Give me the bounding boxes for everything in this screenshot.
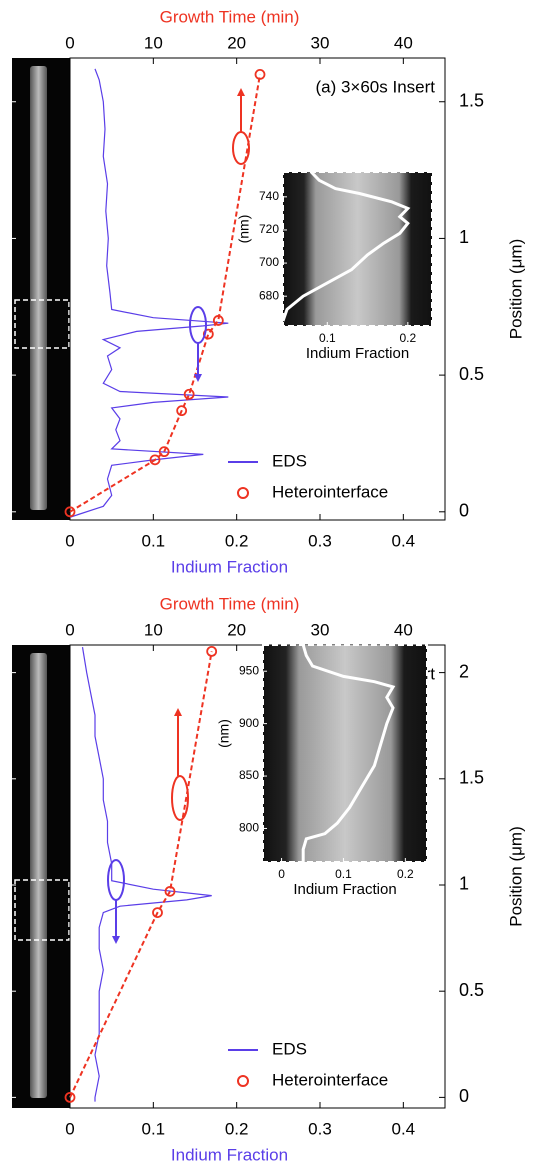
legend-marker bbox=[237, 487, 249, 499]
inset-profile bbox=[281, 170, 411, 322]
interface-point bbox=[183, 388, 195, 400]
y-tick-label: 700 bbox=[259, 255, 279, 269]
x-tick-label: 0.1 bbox=[142, 1119, 166, 1138]
x-axis-label: Indium Fraction bbox=[293, 881, 396, 898]
x2-tick-label: 30 bbox=[311, 620, 330, 639]
y-tick-label: 1 bbox=[459, 227, 469, 247]
x-tick-label: 0.2 bbox=[225, 531, 249, 550]
eds-line bbox=[81, 647, 212, 1102]
interface-point bbox=[176, 405, 188, 417]
x2-tick-label: 30 bbox=[311, 33, 330, 52]
y-axis-label: Position (μm) bbox=[506, 239, 525, 339]
x2-axis-label: Growth Time (min) bbox=[160, 7, 300, 26]
x2-axis-label: Growth Time (min) bbox=[160, 594, 300, 613]
interface-point bbox=[212, 315, 224, 326]
y-tick-label: 1.5 bbox=[459, 768, 484, 788]
y-tick-label: 0 bbox=[459, 1086, 469, 1106]
interface-point bbox=[64, 1091, 76, 1103]
y-tick-label: 720 bbox=[259, 222, 279, 236]
interface-point bbox=[202, 328, 214, 340]
x2-tick-label: 0 bbox=[65, 620, 74, 639]
y-tick-label: 900 bbox=[239, 716, 259, 730]
x-tick-label: 0.1 bbox=[319, 331, 336, 345]
nanowire bbox=[30, 66, 47, 510]
axis-indicator bbox=[189, 306, 207, 344]
y-axis-label: Position (μm) bbox=[506, 826, 525, 926]
nanowire bbox=[30, 653, 47, 1098]
legend-label: Heterointerface bbox=[272, 1070, 388, 1089]
interface-point bbox=[152, 907, 163, 919]
x-tick-label: 0.1 bbox=[335, 867, 352, 881]
x-tick-label: 0 bbox=[278, 867, 285, 881]
interface-line bbox=[69, 74, 261, 513]
inset-frame bbox=[262, 644, 428, 863]
x-tick-label: 0.4 bbox=[392, 1119, 416, 1138]
x2-tick-label: 0 bbox=[65, 33, 74, 52]
interface-point bbox=[254, 69, 266, 80]
x2-tick-label: 20 bbox=[227, 33, 246, 52]
interface-point bbox=[158, 446, 170, 458]
x2-tick-label: 40 bbox=[394, 620, 413, 639]
axis-indicator bbox=[107, 859, 125, 901]
legend-label: EDS bbox=[272, 1039, 307, 1058]
legend-label: Heterointerface bbox=[272, 482, 388, 501]
y-tick-label: 800 bbox=[239, 821, 259, 835]
y-tick-label: 850 bbox=[239, 768, 259, 782]
x2-tick-label: 10 bbox=[144, 620, 163, 639]
y-tick-label: 0.5 bbox=[459, 980, 484, 1000]
plot-frame bbox=[69, 57, 446, 521]
x-tick-label: 0.2 bbox=[225, 1119, 249, 1138]
axis-indicator bbox=[232, 131, 250, 165]
legend-marker bbox=[237, 1075, 249, 1087]
y-tick-label: 2 bbox=[459, 661, 469, 681]
x-axis-label: Indium Fraction bbox=[171, 1145, 288, 1164]
insert-box bbox=[14, 879, 70, 941]
interface-point bbox=[149, 454, 161, 466]
legend-label: EDS bbox=[272, 451, 307, 470]
plot-frame bbox=[69, 644, 446, 1109]
x-axis-label: Indium Fraction bbox=[306, 345, 409, 362]
x-tick-label: 0.3 bbox=[308, 531, 332, 550]
x-tick-label: 0.4 bbox=[392, 531, 416, 550]
x2-tick-label: 20 bbox=[227, 620, 246, 639]
interface-point bbox=[164, 885, 176, 897]
x2-tick-label: 40 bbox=[394, 33, 413, 52]
x-tick-label: 0.2 bbox=[399, 331, 416, 345]
y-tick-label: 1.5 bbox=[459, 90, 484, 110]
x-tick-label: 0 bbox=[65, 531, 74, 550]
annotations bbox=[107, 88, 250, 944]
interface-point bbox=[206, 645, 218, 657]
panel-title: (a) 3×60s Insert bbox=[315, 77, 435, 96]
inset-image bbox=[263, 645, 427, 862]
x-axis-label: Indium Fraction bbox=[171, 557, 288, 576]
eds-line bbox=[69, 68, 229, 518]
interface-point bbox=[64, 506, 76, 518]
y-tick-label: 740 bbox=[259, 189, 279, 203]
x-tick-label: 0.2 bbox=[397, 867, 414, 881]
inset-frame bbox=[282, 171, 433, 327]
y-tick-label: 0 bbox=[459, 501, 469, 521]
y-tick-label: 1 bbox=[459, 874, 469, 894]
x-tick-label: 0.3 bbox=[308, 1119, 332, 1138]
x2-tick-label: 10 bbox=[144, 33, 163, 52]
interface-line bbox=[69, 651, 213, 1098]
inset-image bbox=[283, 172, 432, 326]
x-tick-label: 0.1 bbox=[142, 531, 166, 550]
y-axis-label: (nm) bbox=[216, 719, 232, 748]
y-tick-label: 950 bbox=[239, 663, 259, 677]
y-tick-label: 0.5 bbox=[459, 364, 484, 384]
y-tick-label: 680 bbox=[259, 288, 279, 302]
y-axis-label: (nm) bbox=[236, 215, 252, 244]
x-tick-label: 0 bbox=[65, 1119, 74, 1138]
axis-indicator bbox=[171, 775, 189, 821]
inset-profile bbox=[301, 644, 396, 862]
insert-box bbox=[14, 299, 70, 349]
